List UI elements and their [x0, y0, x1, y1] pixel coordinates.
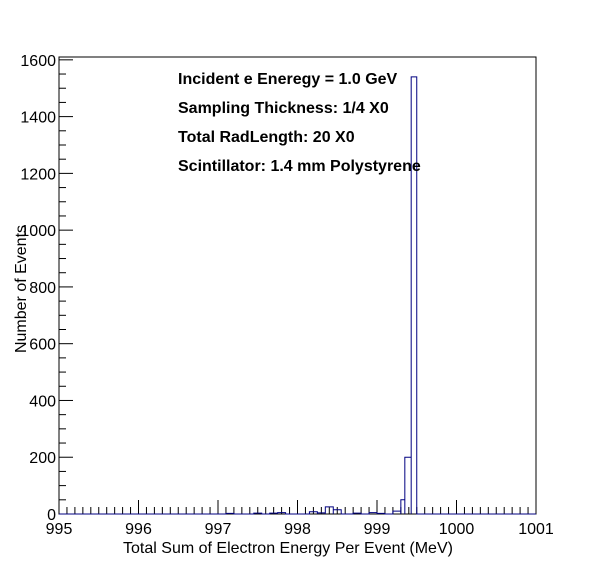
histogram-series-line — [59, 76, 536, 515]
y-tick-label: 1600 — [20, 53, 56, 70]
plot-frame — [58, 56, 537, 515]
annotation-block: Incident e Eneregy = 1.0 GeV Sampling Thi… — [178, 71, 421, 175]
x-tick-label: 999 — [364, 521, 391, 538]
annotation-line: Incident e Eneregy = 1.0 GeV — [178, 71, 398, 88]
y-tick-label: 200 — [29, 450, 56, 467]
annotation-line: Sampling Thickness: 1/4 X0 — [178, 100, 389, 117]
x-tick-label: 996 — [125, 521, 152, 538]
x-tick-label: 995 — [46, 521, 73, 538]
y-tick-label: 1200 — [20, 166, 56, 183]
x-axis-tick-labels: 995 996 997 998 999 1000 1001 — [46, 521, 554, 538]
x-tick-label: 1000 — [439, 521, 475, 538]
y-tick-label: 1000 — [20, 223, 56, 240]
y-tick-label: 800 — [29, 280, 56, 297]
annotation-line: Scintillator: 1.4 mm Polystyrene — [178, 158, 421, 175]
y-tick-label: 600 — [29, 337, 56, 354]
y-axis-label: Number of Events — [13, 225, 30, 353]
x-tick-label: 997 — [205, 521, 232, 538]
annotation-line: Total RadLength: 20 X0 — [178, 129, 355, 146]
x-tick-label: 1001 — [518, 521, 554, 538]
y-tick-label: 1400 — [20, 110, 56, 127]
y-tick-label: 400 — [29, 393, 56, 410]
x-axis-label: Total Sum of Electron Energy Per Event (… — [123, 540, 453, 557]
x-axis-ticks — [58, 500, 537, 514]
y-axis-ticks — [59, 59, 73, 515]
y-tick-label: 0 — [47, 507, 56, 524]
x-tick-label: 998 — [284, 521, 311, 538]
y-axis-tick-labels: 0 200 400 600 800 1000 1200 1400 1600 — [20, 53, 56, 524]
